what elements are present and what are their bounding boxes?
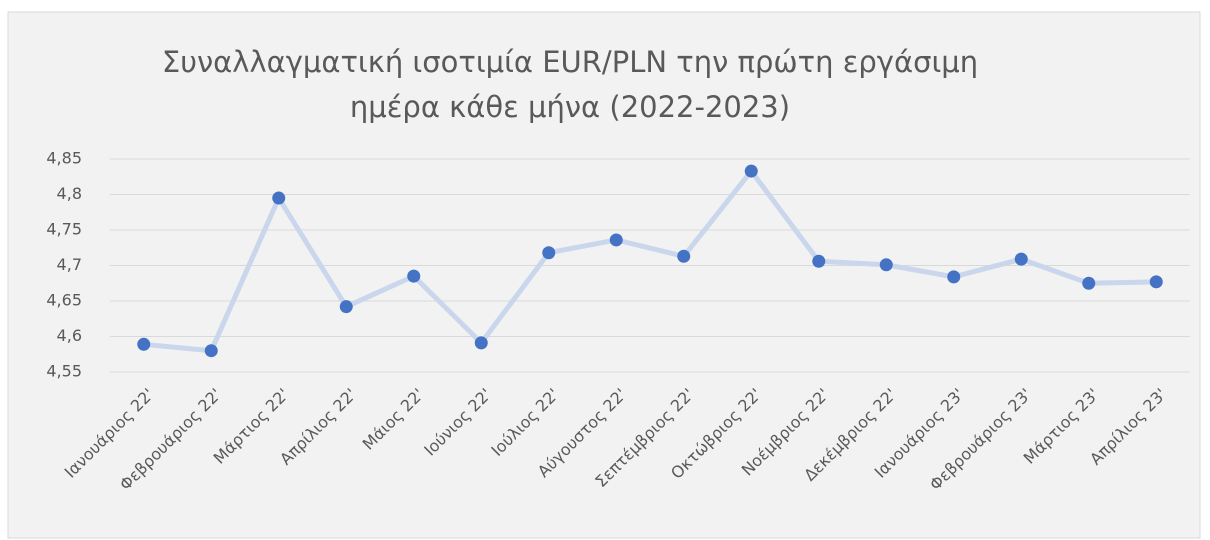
y-tick-label: 4,8 <box>57 184 82 203</box>
y-tick-label: 4,65 <box>46 291 82 310</box>
y-tick-label: 4,6 <box>57 326 82 345</box>
y-tick-label: 4,85 <box>46 149 82 168</box>
data-point <box>947 270 961 284</box>
data-point <box>474 336 488 350</box>
y-tick-label: 4,55 <box>46 362 82 381</box>
data-point <box>1149 275 1163 289</box>
data-point <box>1014 252 1028 266</box>
series-line <box>141 168 1159 354</box>
y-tick-label: 4,7 <box>57 255 82 274</box>
data-point <box>1082 276 1096 290</box>
data-point <box>272 191 286 205</box>
chart-title: Συναλλαγματική ισοτιμία EUR/PLN την πρώτ… <box>161 45 979 124</box>
chart-area <box>7 11 1201 539</box>
data-point <box>744 164 758 178</box>
data-point <box>542 246 556 260</box>
data-point <box>339 300 353 314</box>
y-tick-label: 4,75 <box>46 220 82 239</box>
data-point <box>407 269 421 283</box>
data-point <box>879 258 893 272</box>
data-point <box>677 249 691 263</box>
data-point <box>204 344 218 358</box>
data-point <box>137 337 151 351</box>
data-point <box>609 233 623 247</box>
data-point <box>812 254 826 268</box>
